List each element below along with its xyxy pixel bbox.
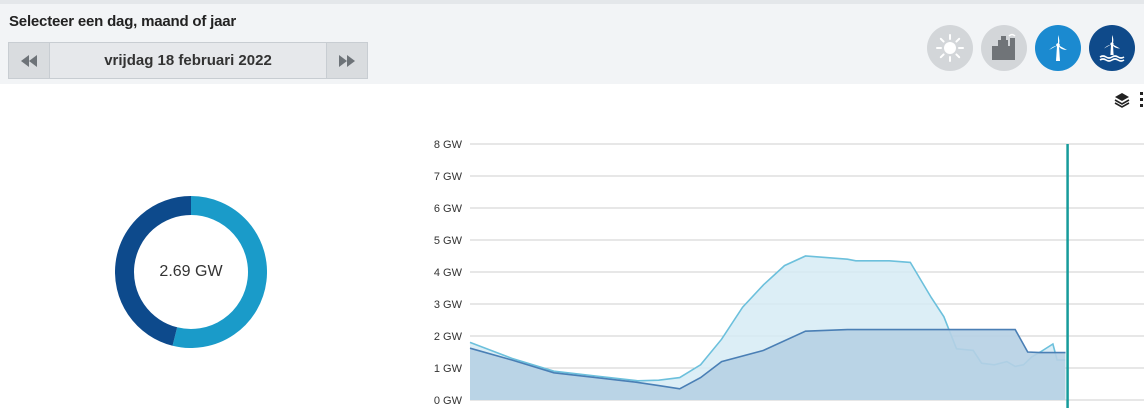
conventional-toggle-button[interactable] <box>981 25 1027 71</box>
solar-toggle-button[interactable] <box>927 25 973 71</box>
rewind-icon <box>21 54 37 67</box>
wind-onshore-icon <box>1049 35 1067 61</box>
summary-donut-chart <box>115 196 267 348</box>
topbar: Selecteer een dag, maand of jaar vrijdag… <box>0 0 1144 84</box>
series-line-0[interactable] <box>469 328 1066 390</box>
y-tick-label: 6 GW <box>434 203 463 215</box>
page-title: Selecteer een dag, maand of jaar <box>9 13 237 30</box>
previous-day-button[interactable] <box>9 43 50 78</box>
donut-segment-wind-onshore[interactable] <box>115 196 192 346</box>
y-tick-label: 2 GW <box>434 331 463 343</box>
date-navigator: vrijdag 18 februari 2022 <box>8 42 368 79</box>
total-production-value: 2.69 GW <box>159 263 223 280</box>
layers-icon[interactable] <box>1114 92 1130 108</box>
solar-icon <box>936 34 964 62</box>
fast-forward-icon <box>339 54 355 67</box>
wind-offshore-icon <box>1099 35 1125 62</box>
series-area-0 <box>470 329 1066 400</box>
y-tick-label: 1 GW <box>434 363 463 375</box>
y-tick-label: 5 GW <box>434 235 463 247</box>
wind-offshore-toggle-button[interactable] <box>1089 25 1135 71</box>
y-tick-label: 0 GW <box>434 395 463 407</box>
next-day-button[interactable] <box>326 43 367 78</box>
wind-onshore-toggle-button[interactable] <box>1035 25 1081 71</box>
energy-source-toggles <box>927 25 1135 71</box>
date-picker-button[interactable]: vrijdag 18 februari 2022 <box>50 43 326 78</box>
y-tick-label: 8 GW <box>434 139 463 151</box>
more-icon[interactable] <box>1139 91 1144 109</box>
y-tick-label: 4 GW <box>434 267 463 279</box>
y-tick-label: 7 GW <box>434 171 463 183</box>
production-area-chart: 0 GW 1 GW 2 GW 3 GW 4 GW 5 GW 6 GW 7 GW 8 GW <box>434 139 1144 408</box>
donut-segment-wind-offshore[interactable] <box>172 196 267 348</box>
y-tick-label: 3 GW <box>434 299 463 311</box>
conventional-plant-icon <box>992 33 1016 60</box>
